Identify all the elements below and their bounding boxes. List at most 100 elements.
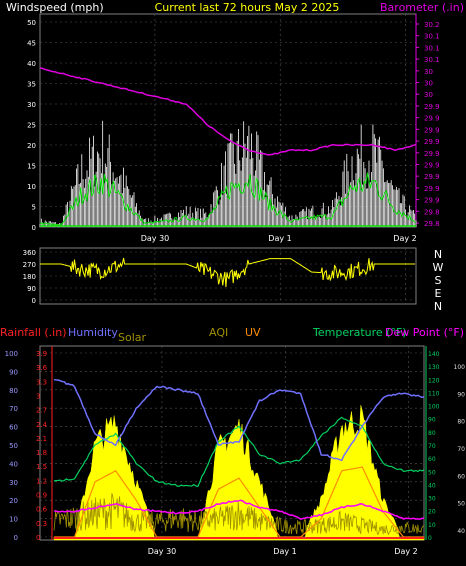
- p3-ytick-humidity: 60: [9, 424, 18, 432]
- p3-ytick-temp: 120: [428, 377, 440, 384]
- p3-ytick-rain: 2.7: [36, 407, 47, 415]
- p3-xlabel-day2: Day 2: [394, 547, 417, 556]
- p1-xlabel-day30: Day 30: [141, 234, 170, 243]
- p3-ytick-humidity: 10: [9, 516, 18, 524]
- p3-ytick-dew: 70: [457, 446, 465, 453]
- p1-ytick-right: 30.1: [424, 44, 440, 52]
- p1-ytick-left: 5: [32, 204, 36, 212]
- p3-ytick-rain: 3: [36, 392, 40, 400]
- p3-ytick-humidity: 20: [9, 497, 18, 505]
- p1-ytick-left: 30: [27, 101, 36, 109]
- p2-ytick: 270: [23, 261, 36, 269]
- p3-xlabel-day30: Day 30: [148, 547, 177, 556]
- p3-ytick-humidity: 40: [9, 460, 18, 468]
- p3-ytick-rain: 2.1: [36, 435, 47, 443]
- p2-ytick: 360: [23, 249, 36, 257]
- p3-ytick-temp: 60: [428, 456, 436, 463]
- p1-xlabel-day1: Day 1: [268, 234, 291, 243]
- p3-ytick-humidity: 0: [14, 534, 18, 542]
- right-title: Barometer (.in): [380, 1, 464, 14]
- p1-ytick-right: 29.9: [424, 103, 440, 111]
- dewpoint-line: [53, 499, 425, 521]
- legend-dewpoint: Dew Point (°F): [385, 326, 464, 339]
- legend-solar: Solar: [118, 331, 147, 344]
- p1-ytick-left: 40: [27, 60, 36, 68]
- p3-ytick-rain: 3.6: [36, 364, 48, 372]
- p3-ytick-dew: 100: [454, 364, 466, 371]
- p3-ytick-dew: 60: [457, 473, 465, 480]
- p3-ytick-temp: 130: [428, 364, 440, 371]
- p3-ytick-humidity: 50: [9, 442, 18, 450]
- p3-ytick-temp: 80: [428, 430, 436, 437]
- p3-ytick-humidity: 90: [9, 368, 18, 376]
- p1-ytick-right: 30: [424, 68, 433, 76]
- wind-direction-line: [40, 257, 415, 288]
- p1-ytick-left: 20: [27, 142, 36, 150]
- p3-ytick-rain: 1.5: [36, 463, 47, 471]
- p1-ytick-right: 30: [424, 91, 433, 99]
- humidity-line: [53, 378, 425, 462]
- p1-ytick-left: 0: [32, 224, 36, 232]
- left-title: Windspeed (mph): [6, 1, 104, 14]
- p1-ytick-right: 29.9: [424, 173, 440, 181]
- p3-ytick-temp: 100: [428, 404, 440, 411]
- p1-ytick-left: 10: [27, 183, 36, 191]
- p1-ytick-right: 29.9: [424, 138, 440, 146]
- p1-ytick-left: 35: [27, 81, 36, 89]
- p3-ytick-temp: 90: [428, 417, 436, 424]
- p2-compass-label: N: [434, 300, 442, 313]
- center-title: Current last 72 hours May 2 2025: [155, 1, 340, 14]
- p2-compass-label: N: [434, 248, 442, 261]
- p3-ytick-rain: 3.3: [36, 378, 47, 386]
- p1-ytick-right: 30.1: [424, 33, 440, 41]
- p1-ytick-left: 50: [27, 19, 36, 27]
- p3-ytick-humidity: 70: [9, 405, 18, 413]
- legend-uv: UV: [245, 326, 261, 339]
- wind-average-line: [39, 172, 417, 226]
- p3-ytick-rain: 2.4: [36, 421, 48, 429]
- p3-ytick-temp: 70: [428, 443, 436, 450]
- chart-layer: 0510152025303540455029.829.829.929.929.9…: [5, 14, 466, 542]
- p3-ytick-temp: 40: [428, 482, 436, 489]
- p1-ytick-right: 29.9: [424, 185, 440, 193]
- p3-ytick-rain: 0: [36, 534, 40, 542]
- p3-ytick-rain: 0.9: [36, 492, 47, 500]
- p1-ytick-right: 29.8: [424, 208, 440, 216]
- p1-ytick-right: 29.9: [424, 126, 440, 134]
- p2-compass-label: S: [435, 274, 442, 287]
- p2-compass-label: E: [435, 287, 442, 300]
- legend-rainfall: Rainfall (.in): [0, 326, 67, 339]
- p3-ytick-dew: 80: [457, 419, 465, 426]
- p3-ytick-humidity: 30: [9, 479, 18, 487]
- p1-ytick-right: 30.1: [424, 56, 440, 64]
- p3-ytick-rain: 1.8: [36, 449, 47, 457]
- p1-ytick-right: 29.9: [424, 197, 440, 205]
- p3-ytick-rain: 0.6: [36, 506, 48, 514]
- p1-ytick-left: 45: [27, 40, 36, 48]
- p3-ytick-rain: 0.3: [36, 520, 47, 528]
- legend-temperature: Temperature (°F): [312, 326, 407, 339]
- p3-xlabel-day1: Day 1: [273, 547, 296, 556]
- p3-ytick-temp: 50: [428, 469, 436, 476]
- p3-ytick-humidity: 100: [5, 350, 18, 358]
- legend-humidity: Humidity: [68, 326, 118, 339]
- p3-ytick-temp: 140: [428, 351, 440, 358]
- p3-ytick-rain: 1.2: [36, 477, 47, 485]
- p3-ytick-temp: 30: [428, 496, 436, 503]
- aqi-line: [53, 493, 425, 536]
- barometer-line: [39, 67, 417, 156]
- p3-ytick-humidity: 80: [9, 387, 18, 395]
- p3-ytick-dew: 90: [457, 391, 465, 398]
- p1-ytick-right: 30: [424, 80, 433, 88]
- p3-ytick-temp: 110: [428, 390, 440, 397]
- p1-ytick-right: 29.8: [424, 220, 440, 228]
- p1-ytick-right: 30.2: [424, 21, 440, 29]
- p2-ytick: 0: [32, 297, 36, 305]
- p3-ytick-dew: 50: [457, 501, 465, 508]
- uv-line: [54, 466, 424, 538]
- p2-ytick: 180: [23, 273, 36, 281]
- p2-ytick: 90: [27, 285, 36, 293]
- legend-aqi: AQI: [209, 326, 228, 339]
- p1-xlabel-day2: Day 2: [393, 234, 416, 243]
